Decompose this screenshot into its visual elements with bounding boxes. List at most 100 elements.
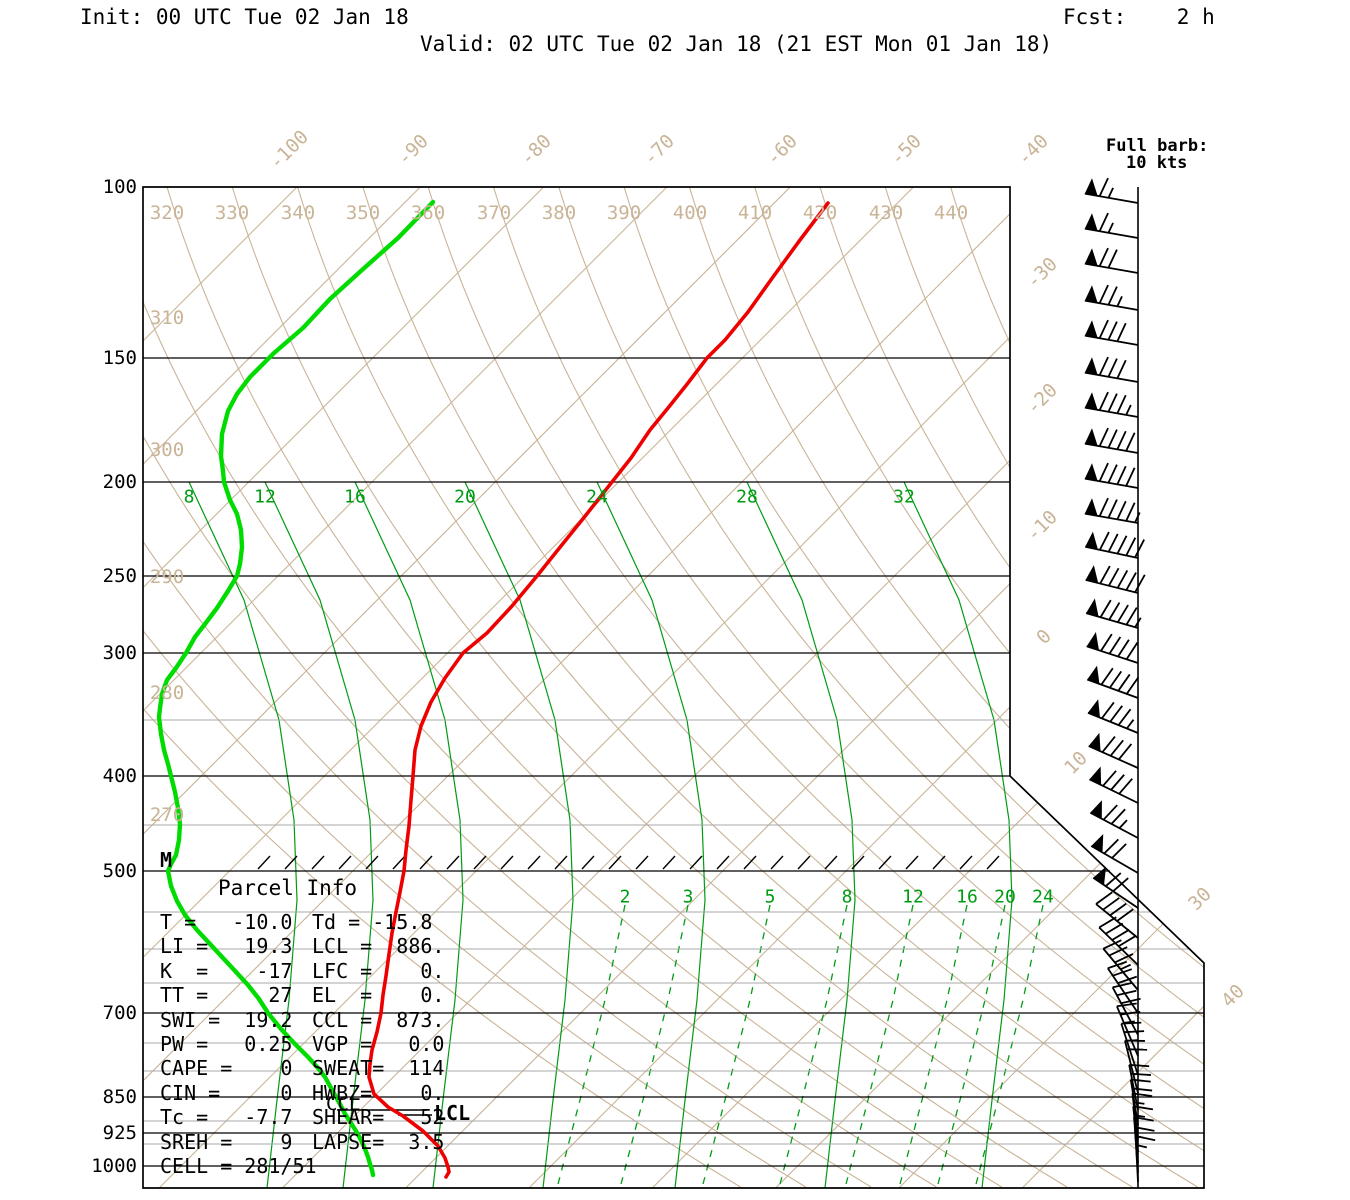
wind-barb bbox=[1084, 319, 1139, 346]
freezing-hatch-marks bbox=[257, 855, 1000, 870]
pressure-axis-label-150: 150 bbox=[102, 347, 137, 369]
wind-barb bbox=[1084, 177, 1139, 204]
parcel-row-col1-9: SREH = 9 bbox=[160, 1129, 293, 1154]
moist-adiabat-label-24: 24 bbox=[586, 486, 608, 508]
pressure-axis-label-925: 925 bbox=[102, 1122, 137, 1144]
moist-adiabat-label-12: 12 bbox=[254, 486, 276, 508]
dewpoint-profile-curve bbox=[156, 199, 436, 1178]
fcst-label: Fcst: bbox=[1063, 5, 1127, 29]
pressure-axis-label-1000: 1000 bbox=[91, 1155, 137, 1177]
dry-adiabat-label-top-360: 360 bbox=[410, 202, 446, 224]
wind-barb bbox=[1085, 598, 1142, 629]
pressure-axis-label-200: 200 bbox=[102, 471, 137, 493]
dry-adiabat-label-left-280: 280 bbox=[149, 682, 185, 704]
mixing-ratio-label-8: 8 bbox=[841, 886, 853, 908]
wind-barb bbox=[1084, 284, 1139, 311]
parcel-row-col1-3: TT = 27 bbox=[160, 983, 293, 1008]
mixing-ratio-label-16: 16 bbox=[956, 886, 978, 908]
dry-adiabat-label-top-340: 340 bbox=[280, 202, 316, 224]
moist-adiabat-label-8: 8 bbox=[183, 486, 195, 508]
mixing-ratio-label-2: 2 bbox=[619, 886, 631, 908]
parcel-row-col1-2: K = -17 bbox=[160, 958, 293, 983]
dry-adiabat-label-top-440: 440 bbox=[933, 202, 969, 224]
dry-adiabat-label-top-410: 410 bbox=[737, 202, 773, 224]
dry-adiabat-label-left-270: 270 bbox=[149, 804, 185, 826]
wind-barb bbox=[1089, 800, 1139, 839]
parcel-row-col2-9: LAPSE= 3.5 bbox=[312, 1129, 445, 1154]
wind-barb bbox=[1089, 766, 1139, 804]
ccl-marker-label: CCL bbox=[326, 1093, 361, 1115]
dry-adiabat-label-top-390: 390 bbox=[606, 202, 642, 224]
parcel-row-col2-0: Td = -15.8 bbox=[312, 910, 433, 934]
mixing-ratio-label-12: 12 bbox=[902, 886, 924, 908]
plot-frame bbox=[142, 186, 1205, 1189]
dry-adiabat-label-left-300: 300 bbox=[149, 439, 185, 461]
mixing-ratio-label-20: 20 bbox=[994, 886, 1016, 908]
wind-barb bbox=[1084, 212, 1139, 239]
parcel-row-col2-7: HWBZ= 0. bbox=[312, 1080, 445, 1105]
dry-adiabat-label-top-400: 400 bbox=[672, 202, 708, 224]
pressure-axis-label-100: 100 bbox=[102, 176, 137, 198]
parcel-info-title: Parcel Info bbox=[218, 876, 358, 900]
forecast-hour-label: Fcst: 2 h bbox=[1063, 5, 1215, 29]
dry-adiabat-label-top-350: 350 bbox=[345, 202, 381, 224]
parcel-row-col2-3: EL = 0. bbox=[312, 983, 445, 1008]
parcel-row-col1-4: SWI = 19.2 bbox=[160, 1007, 293, 1032]
wind-barb bbox=[1084, 427, 1139, 454]
mixing-ratio-lines bbox=[556, 904, 1044, 1188]
moist-adiabat-label-32: 32 bbox=[893, 486, 915, 508]
pressure-axis-label-300: 300 bbox=[102, 642, 137, 664]
wind-barb bbox=[1102, 939, 1139, 991]
moist-adiabat-label-16: 16 bbox=[344, 486, 366, 508]
parcel-row-col2-4: CCL = 873. bbox=[312, 1007, 445, 1032]
barb-legend-line2: 10 kts bbox=[1126, 153, 1188, 173]
wind-barb bbox=[1092, 866, 1139, 909]
isobar-lines bbox=[143, 357, 1204, 1167]
moist-adiabat-label-20: 20 bbox=[454, 486, 476, 508]
parcel-row-col1-8: Tc = -7.7 bbox=[160, 1105, 293, 1130]
wind-barb bbox=[1084, 356, 1139, 383]
wind-barb bbox=[1107, 960, 1139, 1014]
dry-adiabat-label-top-320: 320 bbox=[149, 202, 185, 224]
parcel-row-col2-8: SHEAR= 52 bbox=[312, 1105, 445, 1130]
wind-barb bbox=[1084, 497, 1141, 524]
moist-adiabat-label-28: 28 bbox=[736, 486, 758, 508]
pressure-axis-label-700: 700 bbox=[102, 1002, 137, 1024]
valid-time-label: Valid: 02 UTC Tue 02 Jan 18 (21 EST Mon … bbox=[420, 32, 1053, 56]
moist-adiabat-lines bbox=[188, 481, 1013, 1188]
pressure-axis-label-400: 400 bbox=[102, 765, 137, 787]
dry-adiabat-label-top-420: 420 bbox=[802, 202, 838, 224]
wind-barb bbox=[1087, 699, 1139, 734]
pressure-axis-label-250: 250 bbox=[102, 565, 137, 587]
wind-barb bbox=[1111, 981, 1141, 1036]
wind-barb bbox=[1134, 1135, 1156, 1183]
wind-barb bbox=[1098, 916, 1139, 966]
parcel-row-col2-5: VGP = 0.0 bbox=[312, 1032, 445, 1056]
mixing-ratio-label-3: 3 bbox=[682, 886, 694, 908]
wind-barb bbox=[1084, 462, 1139, 489]
wind-barb bbox=[1084, 247, 1139, 274]
lcl-marker-label: LCL bbox=[434, 1101, 471, 1125]
dry-adiabat-label-top-330: 330 bbox=[214, 202, 250, 224]
wind-barb bbox=[1088, 732, 1139, 769]
parcel-row-col1-5: PW = 0.25 bbox=[160, 1032, 293, 1056]
parcel-row-col2-6: SWEAT= 114 bbox=[312, 1056, 445, 1081]
wind-barb bbox=[1084, 391, 1139, 418]
dry-adiabat-label-top-430: 430 bbox=[868, 202, 904, 224]
barb-legend-line1: Full barb: bbox=[1106, 136, 1209, 156]
m-marker: M bbox=[160, 848, 173, 872]
wind-barb bbox=[1090, 833, 1139, 874]
parcel-row-col2-2: LFC = 0. bbox=[312, 958, 445, 983]
wind-barb bbox=[1084, 531, 1145, 559]
wind-barb bbox=[1086, 665, 1139, 699]
parcel-row-col1-1: LI = 19.3 bbox=[160, 934, 293, 959]
fcst-value: 2 h bbox=[1176, 5, 1215, 29]
wind-barb bbox=[1124, 1039, 1148, 1094]
dry-adiabat-label-left-290: 290 bbox=[149, 566, 185, 588]
mixing-ratio-label-24: 24 bbox=[1032, 886, 1054, 908]
wind-barb bbox=[1085, 565, 1146, 594]
parcel-row-col2-1: LCL = 886. bbox=[312, 934, 445, 959]
pressure-axis-label-850: 850 bbox=[102, 1086, 137, 1108]
pressure-axis-label-500: 500 bbox=[102, 860, 137, 882]
